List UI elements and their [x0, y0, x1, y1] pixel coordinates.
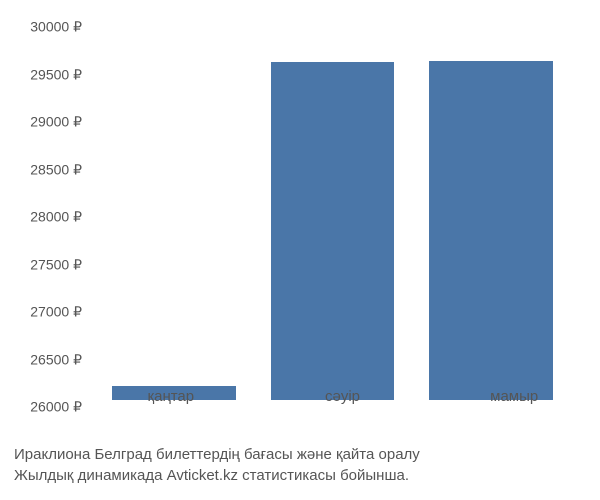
- caption-line-2: Жылдық динамикада Avticket.kz статистика…: [14, 465, 570, 486]
- bar-slot: [95, 20, 253, 400]
- y-tick-label: 28000 ₽: [30, 209, 82, 226]
- y-axis: 26000 ₽26500 ₽27000 ₽27500 ₽28000 ₽28500…: [10, 20, 90, 400]
- bars-region: [95, 20, 570, 400]
- y-tick-label: 27000 ₽: [30, 304, 82, 321]
- y-tick-label: 27500 ₽: [30, 256, 82, 273]
- x-tick-label: сәуір: [257, 388, 429, 405]
- caption-line-1: Ираклиона Белград билеттердің бағасы жән…: [14, 444, 570, 465]
- bar: [271, 62, 394, 400]
- bar-slot: [253, 20, 411, 400]
- y-tick-label: 28500 ₽: [30, 161, 82, 178]
- x-tick-label: қаңтар: [85, 388, 257, 405]
- bar-slot: [412, 20, 570, 400]
- x-tick-label: мамыр: [428, 388, 600, 405]
- y-tick-label: 26500 ₽: [30, 351, 82, 368]
- plot-area: 26000 ₽26500 ₽27000 ₽27500 ₽28000 ₽28500…: [10, 20, 570, 400]
- y-tick-label: 29000 ₽: [30, 114, 82, 131]
- chart-container: 26000 ₽ 26500 ₽ 27000 ₽ 27500 ₽ 28000 ₽ 28500…: [0, 0, 600, 500]
- y-tick-label: 26000 ₽: [30, 399, 82, 416]
- y-tick-label: 30000 ₽: [30, 19, 82, 36]
- bar: [429, 61, 552, 400]
- y-tick-label: 29500 ₽: [30, 66, 82, 83]
- caption: Ираклиона Белград билеттердің бағасы жән…: [10, 444, 570, 486]
- x-axis: қаңтарсәуірмамыр: [85, 388, 600, 405]
